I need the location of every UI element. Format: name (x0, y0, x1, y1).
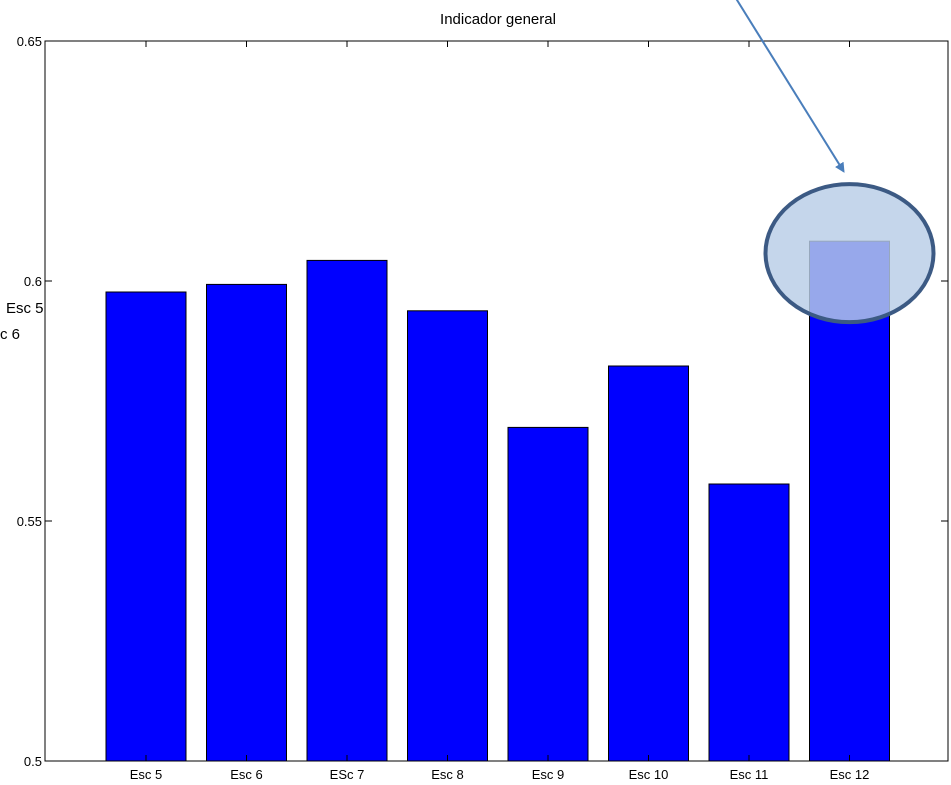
ticks-group: Esc 5 Esc 6 ESc 7 Esc 8 Esc 9 Esc 10 Esc 11 Esc… (17, 34, 948, 782)
bar-esc-7 (306, 259, 388, 762)
left-fragment-label-1: Esc 5 (6, 300, 44, 317)
bars-group (105, 240, 890, 762)
plot-frame (44, 40, 949, 762)
bar-esc-5 (105, 291, 187, 762)
highlight-ellipse (763, 182, 936, 325)
y-tick-label: 0.55 (17, 514, 42, 529)
bar-esc-9 (507, 426, 589, 762)
x-tick-label: Esc 8 (431, 767, 464, 782)
bar-esc-11 (708, 483, 790, 762)
y-tick-label: 0.65 (17, 34, 42, 49)
plot-area (45, 41, 948, 761)
chart-title: Indicador general (440, 11, 556, 28)
axes-group (44, 40, 949, 762)
y-tick-label: 0.5 (24, 754, 42, 769)
x-tick-label: Esc 9 (532, 767, 565, 782)
x-tick-label: Esc 5 (130, 767, 163, 782)
x-tick-label: Esc 10 (629, 767, 669, 782)
y-tick-label: 0.6 (24, 274, 42, 289)
left-fragment-label-2: c 6 (0, 326, 21, 343)
highlight-annotation (735, 0, 936, 325)
bar-esc-8 (407, 310, 488, 762)
x-tick-label: Esc 11 (730, 767, 769, 782)
bar-esc-10 (608, 365, 689, 762)
highlight-arrow (735, 0, 845, 173)
x-tick-label: ESc 7 (330, 767, 365, 782)
bar-esc-12 (809, 240, 890, 762)
x-tick-label: Esc 6 (230, 767, 263, 782)
bar-esc-6 (206, 283, 287, 762)
x-tick-label: Esc 12 (830, 767, 870, 782)
